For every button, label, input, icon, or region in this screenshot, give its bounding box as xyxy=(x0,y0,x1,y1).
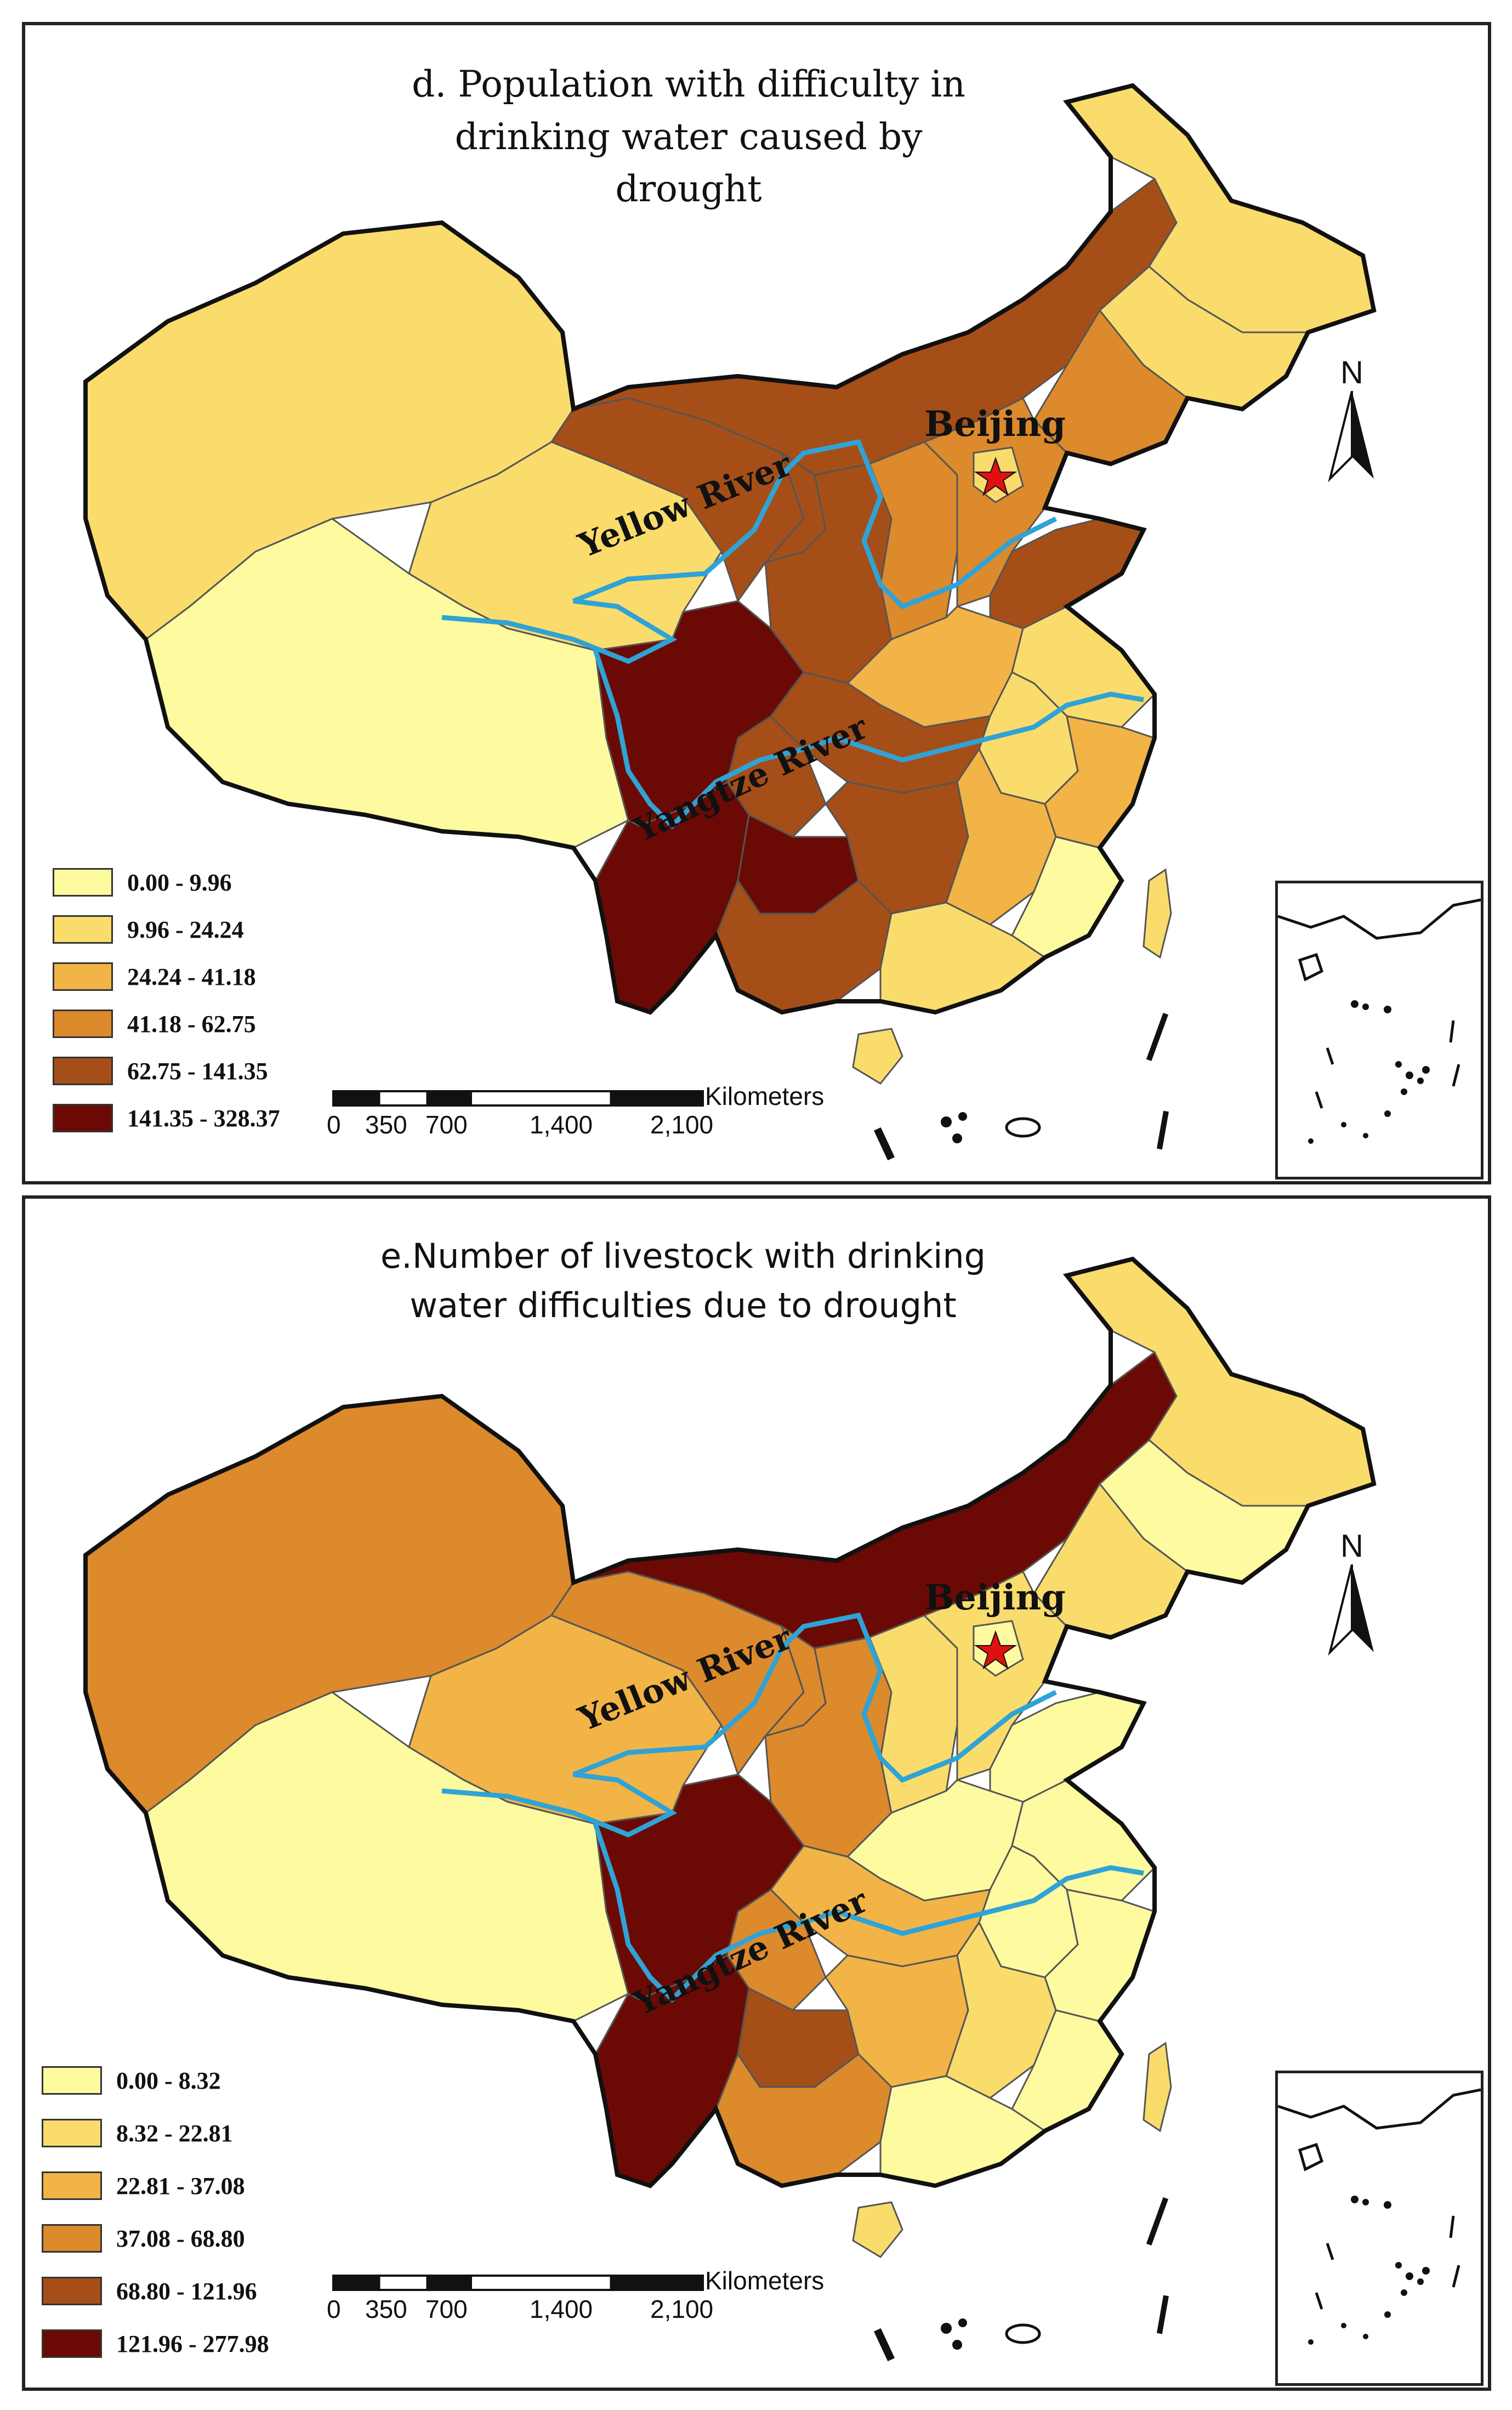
scale-tick: 700 xyxy=(425,1110,468,1139)
legend-swatch xyxy=(53,868,113,897)
legend-swatch xyxy=(42,2224,102,2253)
legend-swatch xyxy=(53,1104,113,1132)
region-polygons xyxy=(84,84,1375,1085)
scale-tick: 1,400 xyxy=(530,2295,593,2323)
scale-bar-graphic xyxy=(332,2275,704,2291)
legend-item: 62.75 - 141.35 xyxy=(53,1047,280,1095)
beijing-star-icon xyxy=(974,457,1018,496)
legend-d: 0.00 - 9.96 9.96 - 24.24 24.24 - 41.18 4… xyxy=(53,859,280,1142)
scale-tick: 700 xyxy=(425,2295,468,2323)
map-panel-d: d. Population with difficulty in drinkin… xyxy=(22,22,1491,1184)
yellow-river-line xyxy=(441,439,1058,664)
legend-item: 24.24 - 41.18 xyxy=(53,953,280,1000)
inset-map xyxy=(1277,2088,1481,2345)
legend-swatch xyxy=(53,1057,113,1085)
legend-item: 0.00 - 8.32 xyxy=(42,2054,269,2107)
legend-item: 68.80 - 121.96 xyxy=(42,2265,269,2317)
scale-tick: 1,400 xyxy=(530,1110,593,1139)
legend-item: 141.35 - 328.37 xyxy=(53,1095,280,1142)
south-china-sea-islands xyxy=(873,1013,1169,1161)
legend-e: 0.00 - 8.32 8.32 - 22.81 22.81 - 37.08 3… xyxy=(42,2054,269,2370)
legend-item: 37.08 - 68.80 xyxy=(42,2212,269,2265)
scale-tick: 350 xyxy=(365,2295,407,2323)
yangtze-river-line xyxy=(593,1823,1144,2003)
scale-tick: 0 xyxy=(327,2295,341,2323)
north-label: N xyxy=(1340,355,1363,390)
legend-item: 9.96 - 24.24 xyxy=(53,906,280,953)
legend-swatch xyxy=(53,915,113,944)
legend-item: 41.18 - 62.75 xyxy=(53,1000,280,1047)
legend-swatch xyxy=(53,962,113,991)
scale-unit: Kilometers xyxy=(705,1082,825,1110)
scale-bar-graphic xyxy=(332,1090,704,1107)
north-arrow-icon xyxy=(1328,1564,1374,1656)
north-arrow: N xyxy=(1319,354,1385,492)
legend-swatch xyxy=(42,2119,102,2147)
map-e-title: e.Number of livestock with drinking wate… xyxy=(380,1236,986,1325)
scale-unit: Kilometers xyxy=(705,2266,825,2295)
region-polygons xyxy=(84,1258,1375,2258)
legend-item: 121.96 - 277.98 xyxy=(42,2317,269,2370)
yangtze-river-line xyxy=(593,649,1144,830)
north-arrow: N xyxy=(1319,1528,1385,1665)
region-hainan xyxy=(852,2201,903,2258)
region-taiwan xyxy=(1142,2042,1172,2133)
south-china-sea-inset-d xyxy=(1275,881,1483,1180)
map-d-title: d. Population with difficulty in drinkin… xyxy=(412,63,965,211)
scale-tick: 2,100 xyxy=(650,2295,714,2323)
south-china-sea-inset-e xyxy=(1275,2071,1483,2386)
legend-swatch xyxy=(42,2329,102,2358)
legend-swatch xyxy=(42,2066,102,2095)
region-hainan xyxy=(852,1028,903,1085)
legend-item: 22.81 - 37.08 xyxy=(42,2159,269,2212)
scale-tick: 350 xyxy=(365,1110,407,1139)
north-arrow-icon xyxy=(1328,390,1374,483)
beijing-star-icon xyxy=(974,1630,1018,1670)
legend-item: 8.32 - 22.81 xyxy=(42,2107,269,2159)
inset-map xyxy=(1277,898,1481,1144)
map-d-canvas xyxy=(83,83,1377,1161)
legend-item: 0.00 - 9.96 xyxy=(53,859,280,906)
beijing-label: Beijing xyxy=(924,404,1066,445)
scale-bar-d: Kilometers 0 350 700 1,400 2,100 xyxy=(327,1082,875,1149)
scale-tick: 0 xyxy=(327,1110,341,1139)
country-outline xyxy=(83,83,1377,1015)
beijing-label: Beijing xyxy=(924,1577,1066,1618)
north-label: N xyxy=(1340,1528,1363,1564)
scale-tick: 2,100 xyxy=(650,1110,714,1139)
legend-swatch xyxy=(42,2171,102,2200)
country-outline xyxy=(83,1256,1377,2188)
south-china-sea-islands xyxy=(873,2197,1169,2362)
scale-bar-e: Kilometers 0 350 700 1,400 2,100 xyxy=(327,2266,875,2334)
region-taiwan xyxy=(1142,868,1172,959)
map-e-canvas xyxy=(83,1256,1377,2362)
yellow-river-line xyxy=(441,1612,1058,1838)
legend-swatch xyxy=(53,1010,113,1038)
legend-swatch xyxy=(42,2277,102,2305)
map-panel-e: e.Number of livestock with drinking wate… xyxy=(22,1195,1491,2391)
